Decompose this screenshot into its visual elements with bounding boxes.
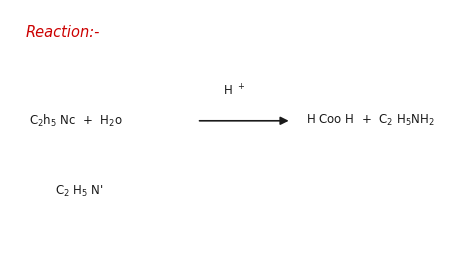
Text: Reaction:-: Reaction:- [26, 25, 100, 40]
Text: H Coo H  +  C$_2$ H$_5$NH$_2$: H Coo H + C$_2$ H$_5$NH$_2$ [306, 113, 434, 128]
Text: C$_2$h$_5$ Nc  +  H$_2$o: C$_2$h$_5$ Nc + H$_2$o [29, 113, 123, 129]
Text: C$_2$ H$_5$ N': C$_2$ H$_5$ N' [55, 184, 103, 199]
Text: H $^+$: H $^+$ [223, 84, 246, 99]
